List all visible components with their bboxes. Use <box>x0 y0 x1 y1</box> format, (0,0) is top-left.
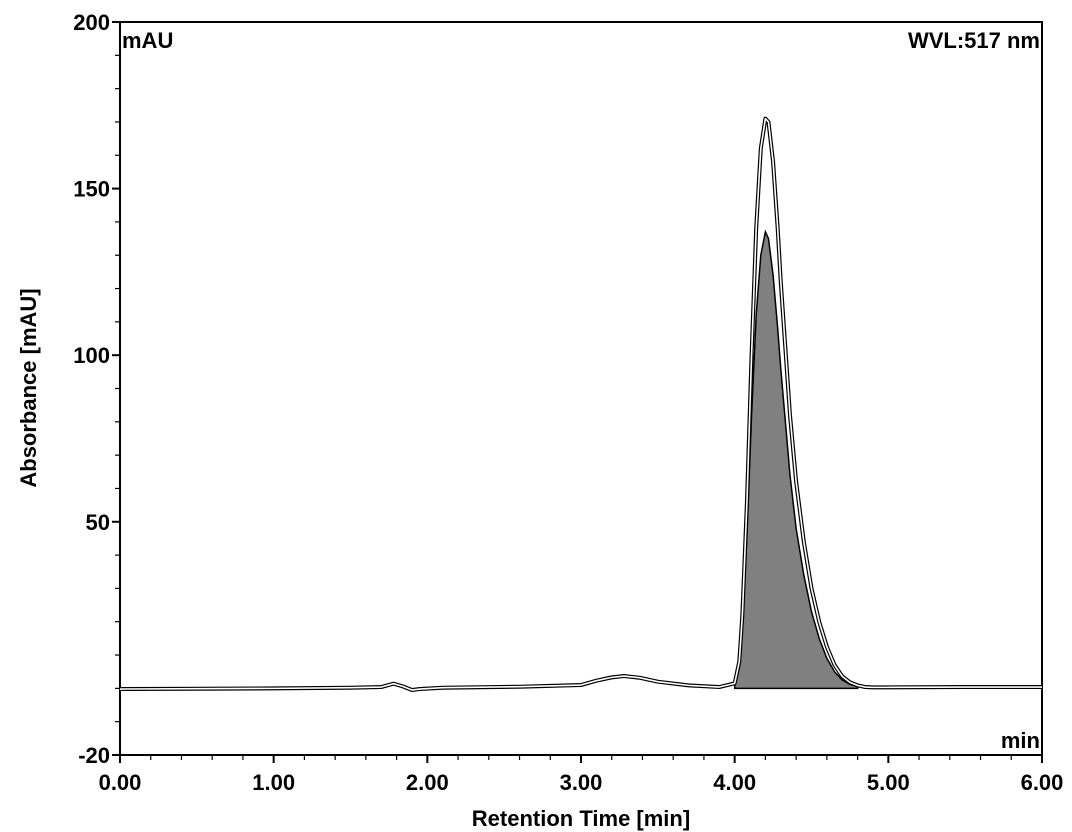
minor-tick-group <box>115 54 1012 760</box>
y-tick-label: 50 <box>86 510 110 535</box>
x-tick-label: 2.00 <box>406 770 449 795</box>
y-tick-label: 150 <box>73 177 110 202</box>
y-unit-label: mAU <box>122 28 173 53</box>
y-axis-title: Absorbance [mAU] <box>16 288 41 487</box>
y-tick-label: -20 <box>78 743 110 768</box>
x-tick-label: 0.00 <box>99 770 142 795</box>
x-tick-label: 6.00 <box>1021 770 1064 795</box>
chromatogram-trace-outline <box>119 116 1042 693</box>
y-tick-label: 200 <box>73 10 110 35</box>
plot-frame <box>119 21 1043 756</box>
x-tick-label: 1.00 <box>252 770 295 795</box>
x-tick-label: 5.00 <box>867 770 910 795</box>
major-tick-group <box>112 21 1043 763</box>
x-tick-label: 4.00 <box>713 770 756 795</box>
chromatogram-trace-inner <box>119 117 1042 691</box>
y-tick-label: 100 <box>73 343 110 368</box>
series-layer <box>119 116 1042 693</box>
tick-label-group: 0.00 1.00 2.00 3.00 4.00 5.00 6.00 -20 50 100 150 2… <box>73 10 1063 795</box>
wavelength-label: WVL:517 nm <box>908 28 1040 53</box>
x-tick-label: 3.00 <box>560 770 603 795</box>
x-unit-label: min <box>1001 728 1040 753</box>
x-axis-title: Retention Time [min] <box>472 806 690 831</box>
